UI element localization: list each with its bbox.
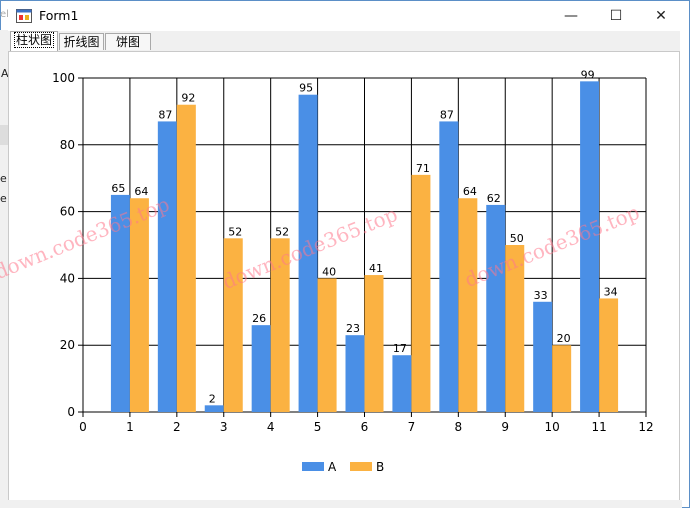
bar-series-b [270,238,290,412]
bar-series-a [486,204,506,412]
data-label: 95 [299,82,313,95]
data-label: 52 [228,225,242,238]
bar-series-b [505,245,525,412]
data-label: 65 [111,182,125,195]
background-form [0,30,8,508]
minimize-icon: — [564,8,578,24]
data-label: 34 [604,285,618,298]
background-text: e [0,192,7,205]
bar-series-b [317,278,337,412]
bar-series-a [157,121,177,413]
x-tick-label: 5 [314,420,322,434]
bar-series-a [251,325,271,412]
tab-bar-chart[interactable]: 柱状图 [10,31,58,51]
background-text: el [0,9,9,20]
data-label: 87 [158,108,172,121]
data-label: 50 [510,232,524,245]
bar-series-b [129,198,149,412]
bar-series-b [411,174,431,412]
data-label: 2 [209,392,216,405]
background-text: A [1,67,9,80]
data-label: 20 [557,332,571,345]
x-tick-label: 2 [173,420,181,434]
x-tick-label: 3 [220,420,228,434]
tab-line-chart[interactable]: 折线图 [59,33,104,50]
bar-series-a [392,355,412,412]
data-label: 26 [252,312,266,325]
data-label: 92 [181,92,195,105]
data-label: 23 [346,322,360,335]
x-tick-label: 11 [591,420,606,434]
tab-pie-chart[interactable]: 饼图 [105,33,151,50]
y-tick-label: 0 [67,405,75,419]
background-text: e [0,172,7,185]
x-tick-label: 8 [455,420,463,434]
tab-strip: 柱状图 折线图 饼图 [8,31,680,51]
x-tick-label: 9 [501,420,509,434]
bar-series-a [345,335,365,412]
bar-series-b [552,345,572,412]
x-tick-label: 7 [408,420,416,434]
legend-label: A [328,460,337,474]
x-tick-label: 1 [126,420,134,434]
bar-series-a [298,94,318,412]
y-tick-label: 100 [52,71,75,85]
close-icon: ✕ [655,8,667,24]
data-label: 52 [275,225,289,238]
legend-swatch-b [350,462,372,471]
y-tick-label: 80 [60,138,75,152]
close-button[interactable]: ✕ [638,1,684,31]
bar-series-b [223,238,243,412]
title-bar[interactable]: Form1 — ☐ ✕ [1,1,689,31]
x-tick-label: 10 [545,420,560,434]
bar-series-a [580,81,600,412]
bar-series-a [439,121,459,413]
x-tick-label: 0 [79,420,87,434]
background-control [0,125,8,145]
maximize-icon: ☐ [609,8,623,24]
y-tick-label: 60 [60,205,75,219]
window-bottom-border [8,500,682,508]
legend-swatch-a [302,462,324,471]
bar-series-a [110,194,130,412]
data-label: 99 [581,68,595,81]
data-label: 71 [416,162,430,175]
data-label: 87 [440,108,454,121]
data-label: 33 [534,289,548,302]
data-label: 40 [322,265,336,278]
y-tick-label: 40 [60,271,75,285]
maximize-button[interactable]: ☐ [593,1,639,31]
data-label: 41 [369,262,383,275]
bar-series-a [533,301,553,412]
bar-series-b [176,104,196,412]
bar-series-b [364,275,384,412]
bar-series-b [458,198,478,412]
window-title: Form1 [39,8,79,23]
data-label: 64 [134,185,148,198]
app-icon [16,9,32,23]
x-tick-label: 12 [638,420,653,434]
data-label: 17 [393,342,407,355]
bar-series-b [599,298,619,412]
y-tick-label: 20 [60,338,75,352]
data-label: 64 [463,185,477,198]
minimize-button[interactable]: — [548,1,594,31]
legend-label: B [376,460,384,474]
bar-series-a [204,405,224,412]
x-tick-label: 6 [361,420,369,434]
x-tick-label: 4 [267,420,275,434]
data-label: 62 [487,192,501,205]
